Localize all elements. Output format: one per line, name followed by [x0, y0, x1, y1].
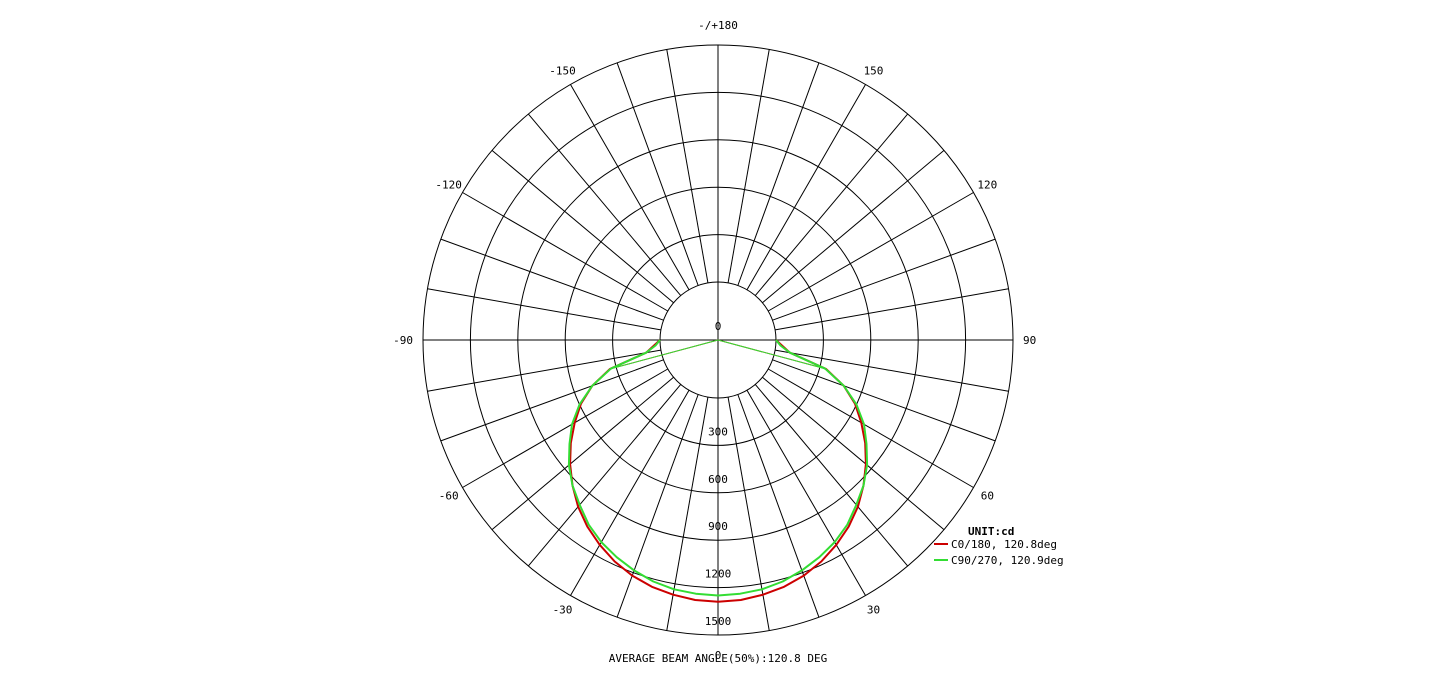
- angle-label: -/+180: [698, 19, 738, 32]
- grid-spoke-230: [491, 149, 674, 304]
- grid-spoke-350: [666, 397, 709, 631]
- grid-spoke-20: [737, 394, 820, 618]
- angle-label: -90: [393, 334, 413, 347]
- grid-spoke-120: [767, 192, 974, 312]
- grid-spoke-140: [754, 113, 909, 296]
- angle-label: -60: [439, 490, 459, 503]
- radial-tick-label: 1200: [705, 568, 732, 581]
- grid-spoke-290: [440, 359, 664, 442]
- grid-spoke-240: [462, 192, 669, 312]
- angle-label: 30: [867, 603, 880, 616]
- legend-entry: C90/270, 120.9deg: [951, 554, 1064, 567]
- angle-label: 0: [715, 649, 722, 662]
- grid-spoke-30: [746, 389, 866, 596]
- angle-label: 150: [864, 65, 884, 78]
- grid-spoke-310: [491, 376, 674, 531]
- grid-spoke-50: [762, 376, 945, 531]
- grid-spoke-320: [527, 384, 682, 567]
- legend-unit-label: UNIT:cd: [968, 525, 1014, 538]
- grid-spoke-210: [570, 84, 690, 291]
- grid-spoke-190: [666, 49, 709, 283]
- grid-spoke-110: [772, 238, 996, 321]
- radial-tick-label: 600: [708, 473, 728, 486]
- grid-spoke-250: [440, 238, 664, 321]
- legend-entry: C0/180, 120.8deg: [951, 538, 1057, 551]
- grid-spoke-60: [767, 368, 974, 488]
- radial-tick-label: 300: [708, 425, 728, 438]
- series-curve-1: [569, 339, 867, 603]
- grid-spoke-200: [616, 62, 699, 286]
- angle-label: -30: [553, 603, 573, 616]
- intensity-curves: [567, 339, 869, 603]
- grid-spoke-220: [527, 113, 682, 296]
- grid-spoke-100: [775, 288, 1009, 331]
- radial-tick-label: 0: [715, 320, 722, 333]
- angle-label: 90: [1023, 334, 1036, 347]
- grid-spoke-300: [462, 368, 669, 488]
- legend: UNIT:cd C0/180, 120.8deg C90/270, 120.9de…: [934, 525, 1064, 567]
- polar-grid: [422, 44, 1014, 636]
- grid-spoke-150: [746, 84, 866, 291]
- grid-spoke-130: [762, 149, 945, 304]
- series-curve-2: [567, 339, 869, 597]
- series-edge-ray: [610, 339, 719, 370]
- grid-spoke-160: [737, 62, 820, 286]
- grid-spoke-280: [427, 349, 661, 392]
- grid-spoke-10: [727, 397, 770, 631]
- angle-label: 120: [977, 179, 997, 192]
- angle-label: -150: [549, 65, 576, 78]
- grid-spoke-40: [754, 384, 909, 567]
- grid-spoke-170: [727, 49, 770, 283]
- angle-label: 60: [981, 490, 994, 503]
- grid-spoke-330: [570, 389, 690, 596]
- grid-spoke-80: [775, 349, 1009, 392]
- beam-angle-footer: AVERAGE BEAM ANGLE(50%):120.8 DEG: [609, 652, 828, 665]
- radial-tick-label: 1500: [705, 615, 732, 628]
- series-edge-ray: [717, 339, 826, 370]
- grid-spoke-340: [616, 394, 699, 618]
- radial-tick-label: 900: [708, 520, 728, 533]
- grid-spoke-260: [427, 288, 661, 331]
- grid-spoke-70: [772, 359, 996, 442]
- angle-label: -120: [435, 179, 462, 192]
